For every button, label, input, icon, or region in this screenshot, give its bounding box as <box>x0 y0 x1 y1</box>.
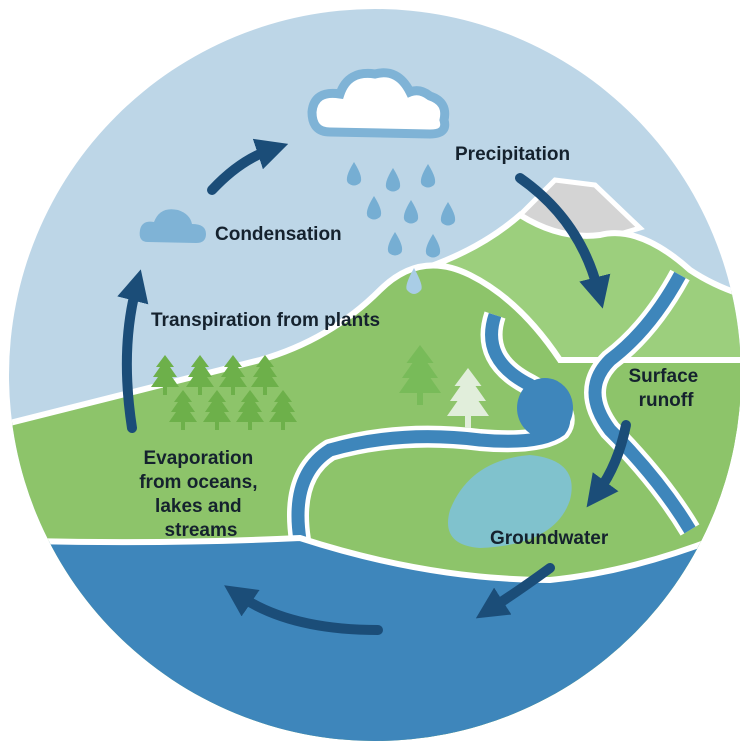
label-line: lakes and <box>155 496 242 517</box>
label-condensation: Condensation <box>215 224 342 245</box>
label-groundwater: Groundwater <box>490 528 609 549</box>
page: {"labels": { "precipitation": "Precipita… <box>0 0 740 744</box>
label-line: Surface <box>629 366 699 387</box>
label-line: runoff <box>639 390 695 411</box>
water-cycle-diagram: Precipitation Condensation Transpiration… <box>0 0 740 744</box>
label-precipitation: Precipitation <box>455 144 570 165</box>
label-line: streams <box>165 520 238 541</box>
label-line: Evaporation <box>143 448 253 469</box>
pond <box>517 378 573 438</box>
label-line: from oceans, <box>139 472 257 493</box>
label-transpiration: Transpiration from plants <box>151 310 380 331</box>
